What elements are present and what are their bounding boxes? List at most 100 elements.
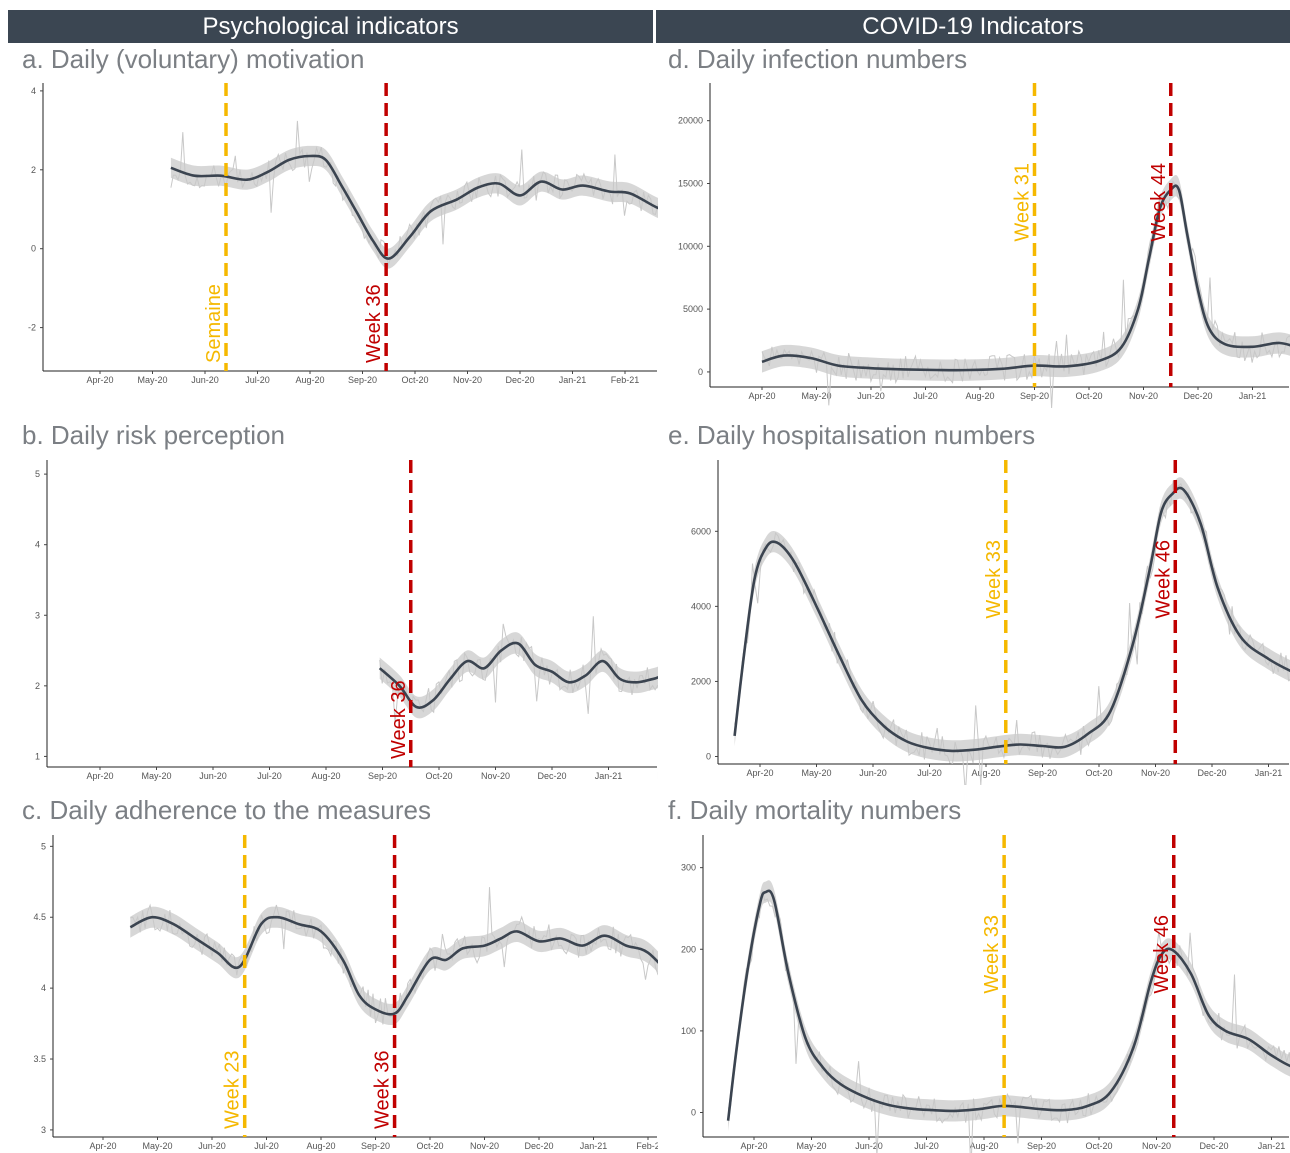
x-tick-label: Aug-20 <box>971 768 1000 778</box>
x-tick-label: Oct-20 <box>1075 391 1102 401</box>
x-tick-label: Jan-21 <box>559 375 587 385</box>
x-tick-label: Dec-20 <box>1183 391 1212 401</box>
confidence-band <box>379 632 658 719</box>
y-tick-label: 4000 <box>691 601 711 611</box>
raw-daily-line <box>379 616 658 724</box>
y-tick-label: 15000 <box>678 178 703 188</box>
week-marker-label: Week 44 <box>1148 163 1170 242</box>
x-tick-label: Nov-20 <box>453 375 482 385</box>
header-psychological-indicators: Psychological indicators <box>8 10 653 43</box>
x-tick-label: Nov-20 <box>470 1141 499 1151</box>
trend-line <box>170 154 658 260</box>
y-tick-label: -2 <box>28 323 36 333</box>
x-tick-label: Aug-20 <box>306 1141 335 1151</box>
x-tick-label: Apr-20 <box>89 1141 116 1151</box>
x-tick-label: Oct-20 <box>1085 1141 1112 1151</box>
week-marker-label: Week 36 <box>388 680 410 759</box>
raw-daily-line <box>727 889 1290 1153</box>
x-tick-label: Jun-20 <box>198 1141 226 1151</box>
x-tick-label: Dec-20 <box>505 375 534 385</box>
y-tick-label: 4.5 <box>33 912 46 922</box>
chart-b-risk-perception: 1 2 3 4 5 Apr-20 May-20 Jun-20 Jul-20 Aug-20 Sep-2… <box>35 460 658 781</box>
x-tick-label: Apr-20 <box>748 391 775 401</box>
x-tick-label: Apr-20 <box>86 771 113 781</box>
x-tick-label: Jan-21 <box>580 1141 608 1151</box>
chart-e-hospitalisations: 0 2000 4000 6000 Apr-20 May-20 Jun-20 Jul-20 Aug… <box>691 460 1290 785</box>
header-covid-indicators: COVID-19 Indicators <box>656 10 1290 43</box>
y-tick-label: 0 <box>698 367 703 377</box>
x-tick-label: Jul-20 <box>913 391 938 401</box>
x-tick-label: Nov-20 <box>481 771 510 781</box>
week-marker-label: Week 33 <box>981 915 1003 994</box>
x-tick-label: Sep-20 <box>348 375 377 385</box>
panel-f-title: f. Daily mortality numbers <box>668 795 962 825</box>
y-tick-label: 10000 <box>678 241 703 251</box>
y-tick-label: 4 <box>35 540 40 550</box>
x-tick-label: Feb <box>657 771 658 781</box>
y-tick-label: 6000 <box>691 526 711 536</box>
y-tick-label: 300 <box>681 863 696 873</box>
chart-a-motivation: -2 0 2 4 Apr-20 May-20 Jun-20 Jul-20 Aug-20 Sep-2… <box>28 83 658 385</box>
x-tick-label: Sep-20 <box>1027 1141 1056 1151</box>
x-tick-label: Sep-20 <box>361 1141 390 1151</box>
week-marker-label: Week 46 <box>1151 915 1173 994</box>
trend-line <box>378 641 658 709</box>
x-tick-label: May-20 <box>796 1141 826 1151</box>
x-tick-label: Dec-20 <box>524 1141 553 1151</box>
x-tick-label: Aug-20 <box>965 391 994 401</box>
x-tick-label: Jan-21 <box>1258 1141 1286 1151</box>
chart-d-infections: 0 5000 10000 15000 20000 Apr-20 May-20 Jun-20 Ju… <box>678 83 1290 408</box>
x-tick-label: Jun-20 <box>859 768 887 778</box>
x-tick-label: Oct-20 <box>416 1141 443 1151</box>
x-tick-label: Oct-20 <box>401 375 428 385</box>
confidence-band <box>170 145 658 269</box>
x-tick-label: Apr-20 <box>740 1141 767 1151</box>
y-tick-label: 2000 <box>691 676 711 686</box>
panel-d-title: d. Daily infection numbers <box>668 44 968 74</box>
trend-line <box>129 915 658 1016</box>
y-tick-label: 20000 <box>678 116 703 126</box>
x-tick-label: Jun-20 <box>857 391 885 401</box>
week-marker-label: Week 33 <box>983 540 1005 619</box>
y-tick-label: 5 <box>35 469 40 479</box>
y-tick-label: 0 <box>691 1108 696 1118</box>
x-tick-label: Oct-20 <box>1085 768 1112 778</box>
x-tick-label: Jun-20 <box>199 771 227 781</box>
x-tick-label: Jun-20 <box>191 375 219 385</box>
trend-line <box>761 184 1290 372</box>
x-tick-label: Apr-20 <box>746 768 773 778</box>
panel-e-title: e. Daily hospitalisation numbers <box>668 420 1036 450</box>
x-tick-label: Dec-20 <box>1199 1141 1228 1151</box>
week-marker-label: Semaine <box>203 284 225 363</box>
x-tick-label: May-20 <box>137 375 167 385</box>
x-tick-label: Jan-21 <box>1239 391 1267 401</box>
trend-line <box>726 889 1290 1121</box>
x-tick-label: Nov-20 <box>1141 768 1170 778</box>
x-tick-label: Feb-21 <box>611 375 640 385</box>
x-tick-label: Jul-20 <box>245 375 270 385</box>
week-marker-label: Week 23 <box>222 1050 244 1129</box>
confidence-band <box>734 477 1290 762</box>
x-tick-label: Apr-20 <box>86 375 113 385</box>
x-tick-label: Jul-20 <box>257 771 282 781</box>
panel-b-title: b. Daily risk perception <box>22 420 285 450</box>
x-tick-label: May-20 <box>142 1141 172 1151</box>
x-tick-label: Nov-20 <box>1129 391 1158 401</box>
y-tick-label: 3.5 <box>33 1054 46 1064</box>
week-marker-label: Week 46 <box>1152 540 1174 619</box>
y-tick-label: 3 <box>35 610 40 620</box>
y-tick-label: 0 <box>31 244 36 254</box>
y-tick-label: 2 <box>31 165 36 175</box>
chart-f-mortality: 0 100 200 300 Apr-20 May-20 Jun-20 Jul-20 Aug-20… <box>681 835 1290 1153</box>
x-tick-label: Dec-20 <box>1197 768 1226 778</box>
x-tick-label: Sep-20 <box>368 771 397 781</box>
x-tick-label: May-20 <box>141 771 171 781</box>
panel-c-title: c. Daily adherence to the measures <box>22 795 431 825</box>
x-tick-label: Nov-20 <box>1142 1141 1171 1151</box>
x-tick-label: May-20 <box>801 768 831 778</box>
y-tick-label: 1 <box>35 751 40 761</box>
x-tick-label: May-20 <box>801 391 831 401</box>
raw-daily-line <box>761 180 1290 408</box>
x-tick-label: Jul-20 <box>254 1141 279 1151</box>
x-tick-label: Sep-20 <box>1028 768 1057 778</box>
